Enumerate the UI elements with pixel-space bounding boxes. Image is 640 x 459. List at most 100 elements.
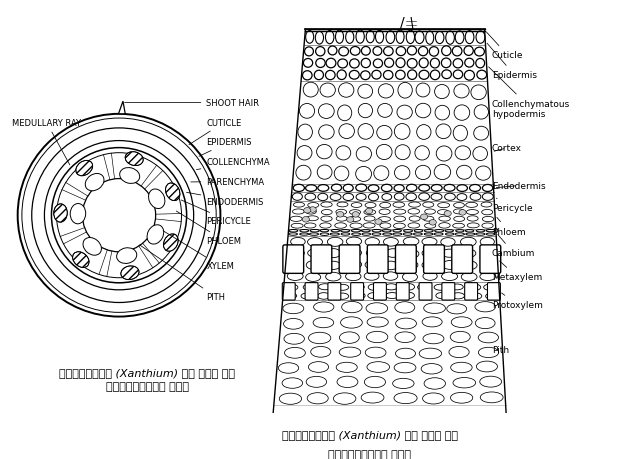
Ellipse shape [356, 31, 364, 44]
FancyBboxPatch shape [488, 283, 500, 300]
Ellipse shape [70, 204, 86, 224]
Ellipse shape [337, 202, 348, 207]
Ellipse shape [450, 331, 470, 343]
Text: Phloem: Phloem [492, 218, 525, 236]
Text: PITH: PITH [140, 246, 225, 302]
Ellipse shape [476, 230, 484, 232]
Ellipse shape [453, 60, 463, 69]
Ellipse shape [317, 145, 332, 159]
Text: Pericycle: Pericycle [492, 199, 532, 213]
Ellipse shape [372, 230, 381, 232]
Ellipse shape [442, 261, 458, 270]
Ellipse shape [320, 84, 335, 98]
Ellipse shape [452, 224, 465, 229]
Ellipse shape [483, 217, 494, 222]
Ellipse shape [401, 292, 415, 299]
Ellipse shape [366, 32, 374, 44]
Ellipse shape [467, 216, 478, 222]
Ellipse shape [470, 194, 481, 201]
Ellipse shape [461, 250, 476, 258]
Ellipse shape [476, 167, 491, 181]
Ellipse shape [351, 230, 360, 232]
Ellipse shape [303, 72, 312, 81]
Ellipse shape [453, 126, 467, 141]
Text: SHOOT HAIR: SHOOT HAIR [125, 99, 259, 108]
Ellipse shape [335, 223, 346, 229]
Ellipse shape [424, 230, 433, 233]
Ellipse shape [279, 393, 301, 404]
Text: PARENCHYMA: PARENCHYMA [191, 178, 264, 186]
Text: Epidermal hair: Epidermal hair [0, 458, 1, 459]
Polygon shape [401, 0, 420, 30]
Ellipse shape [383, 238, 398, 246]
Ellipse shape [296, 166, 311, 181]
Ellipse shape [362, 47, 371, 56]
Ellipse shape [424, 378, 445, 389]
Circle shape [32, 129, 206, 303]
Ellipse shape [484, 285, 497, 291]
Ellipse shape [386, 32, 395, 45]
Ellipse shape [409, 217, 420, 222]
FancyBboxPatch shape [339, 245, 360, 274]
Ellipse shape [346, 261, 362, 269]
Ellipse shape [453, 378, 476, 388]
Ellipse shape [403, 273, 417, 282]
Ellipse shape [365, 203, 376, 208]
Ellipse shape [480, 392, 503, 403]
Ellipse shape [319, 105, 334, 119]
Ellipse shape [306, 32, 314, 44]
Ellipse shape [426, 32, 434, 45]
FancyBboxPatch shape [305, 283, 318, 300]
Ellipse shape [356, 147, 371, 162]
Ellipse shape [308, 332, 331, 344]
Text: COLLENCHYMA: COLLENCHYMA [196, 158, 270, 170]
Ellipse shape [454, 106, 470, 121]
Ellipse shape [320, 224, 331, 229]
Ellipse shape [395, 302, 415, 313]
Ellipse shape [377, 126, 392, 140]
Ellipse shape [378, 217, 390, 222]
Ellipse shape [308, 362, 328, 373]
Ellipse shape [424, 224, 436, 229]
Ellipse shape [331, 230, 340, 232]
Ellipse shape [336, 216, 347, 222]
Ellipse shape [349, 60, 359, 69]
Ellipse shape [287, 272, 303, 281]
Ellipse shape [435, 32, 444, 45]
Ellipse shape [445, 230, 454, 232]
Ellipse shape [415, 104, 431, 118]
Text: Metaxylem: Metaxylem [492, 261, 542, 281]
Ellipse shape [480, 238, 494, 246]
Ellipse shape [444, 211, 451, 217]
Ellipse shape [349, 71, 359, 80]
Ellipse shape [338, 60, 348, 69]
Ellipse shape [121, 266, 139, 280]
Ellipse shape [394, 166, 410, 180]
Ellipse shape [465, 32, 474, 45]
Ellipse shape [483, 185, 493, 192]
Text: MEDULLARY RAY: MEDULLARY RAY [12, 118, 81, 166]
Ellipse shape [478, 347, 499, 358]
Ellipse shape [383, 272, 397, 281]
Ellipse shape [470, 185, 481, 192]
Ellipse shape [290, 249, 304, 258]
Ellipse shape [326, 262, 340, 270]
Ellipse shape [423, 334, 444, 344]
FancyBboxPatch shape [351, 283, 364, 300]
Ellipse shape [367, 317, 388, 327]
Ellipse shape [330, 194, 341, 201]
Ellipse shape [278, 363, 299, 374]
Ellipse shape [393, 379, 414, 389]
Ellipse shape [306, 209, 316, 215]
Ellipse shape [438, 210, 449, 215]
Ellipse shape [454, 203, 465, 208]
Ellipse shape [396, 47, 406, 56]
Ellipse shape [314, 302, 334, 313]
FancyBboxPatch shape [396, 245, 416, 274]
Ellipse shape [408, 71, 417, 80]
Ellipse shape [478, 332, 499, 343]
Ellipse shape [292, 193, 302, 201]
Ellipse shape [364, 272, 379, 280]
Ellipse shape [434, 285, 447, 291]
Ellipse shape [467, 210, 479, 215]
